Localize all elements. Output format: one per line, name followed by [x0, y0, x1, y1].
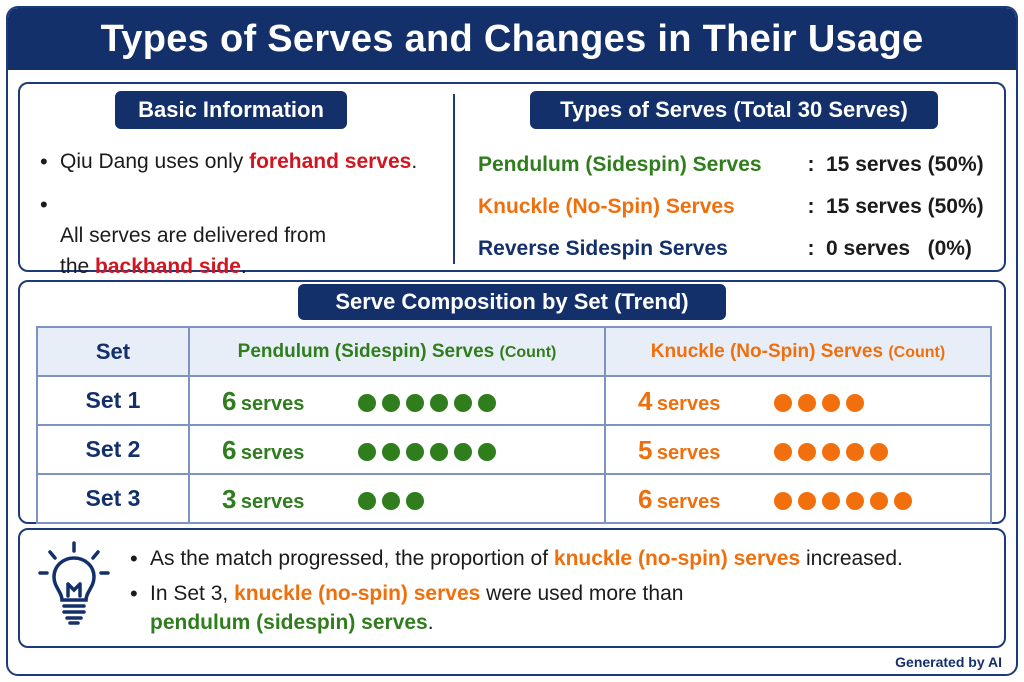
pendulum-serve-dot	[478, 443, 496, 461]
knuckle-count-label: 4 serves	[638, 386, 721, 416]
highlight-forehand: forehand serves	[249, 150, 412, 173]
pendulum-serve-dot	[430, 394, 448, 412]
knuckle-serve-dot	[846, 492, 864, 510]
pendulum-serve-dot	[406, 443, 424, 461]
generated-by-label: Generated by AI	[895, 654, 1002, 670]
knuckle-count-cell: 4 serves	[604, 375, 992, 426]
col-header-knuckle: Knuckle (No-Spin) Serves (Count)	[604, 326, 992, 377]
pendulum-dot-row	[358, 492, 424, 510]
pendulum-serve-dot	[454, 443, 472, 461]
composition-body: Set 1 6 serves 4 serves Set 2 6 serves 5 serv…	[36, 375, 992, 524]
pendulum-count-label: 6 serves	[222, 435, 305, 465]
title-bar: Types of Serves and Changes in Their Usa…	[8, 8, 1016, 70]
col-header-pendulum: Pendulum (Sidespin) Serves (Count)	[188, 326, 606, 377]
pendulum-serve-dot	[382, 492, 400, 510]
knuckle-serve-dot	[846, 443, 864, 461]
knuckle-dot-row	[774, 394, 864, 412]
info-panel: Basic Information Qiu Dang uses only for…	[18, 82, 1006, 278]
serve-type-value: 15 serves (50%)	[826, 195, 984, 218]
composition-heading: Serve Composition by Set (Trend)	[298, 284, 726, 320]
knuckle-serve-dot	[798, 394, 816, 412]
knuckle-serve-dot	[822, 394, 840, 412]
knuckle-serve-dot	[774, 394, 792, 412]
set-label: Set 3	[36, 473, 190, 524]
knuckle-count-label: 5 serves	[638, 435, 721, 465]
pendulum-count-cell: 3 serves	[188, 473, 606, 524]
serve-type-name: Reverse Sidespin Serves	[478, 237, 728, 260]
knuckle-serve-dot	[774, 443, 792, 461]
lightbulb-icon	[38, 541, 110, 625]
knuckle-serve-dot	[846, 394, 864, 412]
serve-type-row: Pendulum (Sidespin) Serves : 15 serves (…	[478, 144, 998, 186]
pendulum-count-cell: 6 serves	[188, 375, 606, 426]
composition-table: Set Pendulum (Sidespin) Serves (Count) K…	[36, 326, 992, 524]
pendulum-serve-dot	[406, 492, 424, 510]
highlight-backhand: backhand side	[95, 255, 241, 278]
page-title: Types of Serves and Changes in Their Usa…	[100, 17, 924, 60]
serve-type-name: Pendulum (Sidespin) Serves	[478, 153, 762, 176]
pendulum-dot-row	[358, 394, 496, 412]
knuckle-dot-row	[774, 443, 888, 461]
outer-frame	[6, 6, 1018, 676]
col-header-set: Set	[36, 326, 190, 377]
knuckle-count-label: 6 serves	[638, 484, 721, 514]
table-row: Set 2 6 serves 5 serves	[36, 424, 992, 475]
serve-types-heading: Types of Serves (Total 30 Serves)	[530, 91, 938, 129]
knuckle-serve-dot	[894, 492, 912, 510]
serve-type-row: Reverse Sidespin Serves : 0 serves (0%)	[478, 228, 998, 270]
knuckle-dot-row	[774, 492, 912, 510]
pendulum-serve-dot	[454, 394, 472, 412]
knuckle-count-cell: 6 serves	[604, 473, 992, 524]
table-row: Set 3 3 serves 6 serves	[36, 473, 992, 524]
serve-types-list: Pendulum (Sidespin) Serves : 15 serves (…	[478, 144, 998, 270]
serve-type-value: 15 serves (50%)	[826, 153, 984, 176]
pendulum-serve-dot	[478, 394, 496, 412]
knuckle-count-cell: 5 serves	[604, 424, 992, 475]
pendulum-dot-row	[358, 443, 496, 461]
composition-panel: Serve Composition by Set (Trend) Set Pen…	[18, 280, 1006, 524]
knuckle-serve-dot	[870, 492, 888, 510]
table-row: Set 1 6 serves 4 serves	[36, 375, 992, 426]
insights-panel: As the match progressed, the proportion …	[18, 528, 1006, 648]
basic-info-heading: Basic Information	[115, 91, 347, 129]
pendulum-serve-dot	[430, 443, 448, 461]
knuckle-serve-dot	[798, 443, 816, 461]
set-label: Set 1	[36, 375, 190, 426]
pendulum-count-label: 6 serves	[222, 386, 305, 416]
knuckle-serve-dot	[822, 492, 840, 510]
knuckle-serve-dot	[798, 492, 816, 510]
serve-type-name: Knuckle (No-Spin) Serves	[478, 195, 735, 218]
knuckle-serve-dot	[870, 443, 888, 461]
pendulum-serve-dot	[358, 443, 376, 461]
panel-divider	[453, 94, 455, 264]
insights-list: As the match progressed, the proportion …	[130, 544, 990, 643]
table-header-row: Set Pendulum (Sidespin) Serves (Count) K…	[36, 326, 992, 377]
pendulum-serve-dot	[382, 394, 400, 412]
basic-info-list: Qiu Dang uses only forehand serves. All …	[38, 146, 448, 294]
insight-item: As the match progressed, the proportion …	[130, 544, 990, 573]
serve-type-value: 0 serves (0%)	[826, 237, 972, 260]
set-label: Set 2	[36, 424, 190, 475]
pendulum-serve-dot	[358, 394, 376, 412]
pendulum-serve-dot	[382, 443, 400, 461]
knuckle-serve-dot	[822, 443, 840, 461]
basic-info-item: All serves are delivered from the backha…	[38, 189, 448, 282]
knuckle-serve-dot	[774, 492, 792, 510]
basic-info-item: Qiu Dang uses only forehand serves.	[38, 146, 448, 177]
pendulum-count-cell: 6 serves	[188, 424, 606, 475]
pendulum-serve-dot	[358, 492, 376, 510]
pendulum-count-label: 3 serves	[222, 484, 305, 514]
pendulum-serve-dot	[406, 394, 424, 412]
insight-item: In Set 3, knuckle (no-spin) serves were …	[130, 579, 990, 637]
serve-type-row: Knuckle (No-Spin) Serves : 15 serves (50…	[478, 186, 998, 228]
